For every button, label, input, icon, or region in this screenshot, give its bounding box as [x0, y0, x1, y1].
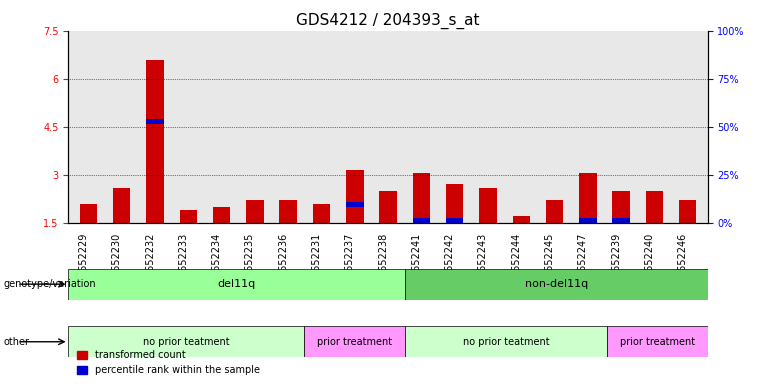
Bar: [213, 207, 231, 223]
FancyBboxPatch shape: [304, 326, 405, 357]
Bar: [380, 191, 396, 223]
Bar: [446, 184, 463, 223]
Bar: [146, 60, 164, 223]
Bar: [646, 237, 663, 242]
Bar: [479, 187, 497, 223]
Bar: [180, 210, 197, 223]
Bar: [646, 191, 663, 223]
FancyBboxPatch shape: [68, 269, 405, 300]
Bar: [346, 170, 364, 223]
Bar: [113, 227, 130, 232]
Text: non-del11q: non-del11q: [524, 279, 588, 289]
Bar: [679, 200, 696, 223]
Bar: [279, 247, 297, 252]
Bar: [546, 250, 563, 255]
Bar: [247, 200, 263, 223]
Bar: [479, 250, 497, 255]
Bar: [80, 250, 97, 255]
Bar: [513, 216, 530, 223]
FancyBboxPatch shape: [607, 326, 708, 357]
Text: del11q: del11q: [218, 279, 256, 289]
Bar: [679, 224, 696, 229]
FancyBboxPatch shape: [405, 326, 607, 357]
Bar: [546, 200, 563, 223]
Bar: [247, 250, 263, 255]
Bar: [412, 173, 430, 223]
FancyBboxPatch shape: [405, 269, 708, 300]
Bar: [613, 218, 630, 223]
Legend: transformed count, percentile rank within the sample: transformed count, percentile rank withi…: [73, 346, 263, 379]
Bar: [279, 200, 297, 223]
Bar: [146, 119, 164, 124]
Text: genotype/variation: genotype/variation: [4, 279, 97, 289]
Title: GDS4212 / 204393_s_at: GDS4212 / 204393_s_at: [296, 13, 480, 29]
Text: prior treatment: prior treatment: [619, 337, 695, 347]
Bar: [80, 204, 97, 223]
Bar: [180, 257, 197, 261]
Bar: [113, 187, 130, 223]
Bar: [213, 260, 231, 264]
Bar: [412, 218, 430, 223]
Bar: [579, 218, 597, 223]
Bar: [313, 204, 330, 223]
Bar: [380, 231, 396, 235]
Text: no prior teatment: no prior teatment: [463, 337, 549, 347]
Text: other: other: [4, 337, 30, 347]
Bar: [513, 224, 530, 229]
Bar: [346, 202, 364, 207]
Bar: [579, 173, 597, 223]
Bar: [613, 191, 630, 223]
Text: prior treatment: prior treatment: [317, 337, 392, 347]
Text: no prior teatment: no prior teatment: [143, 337, 230, 347]
Bar: [446, 218, 463, 223]
FancyBboxPatch shape: [68, 326, 304, 357]
Bar: [313, 253, 330, 258]
